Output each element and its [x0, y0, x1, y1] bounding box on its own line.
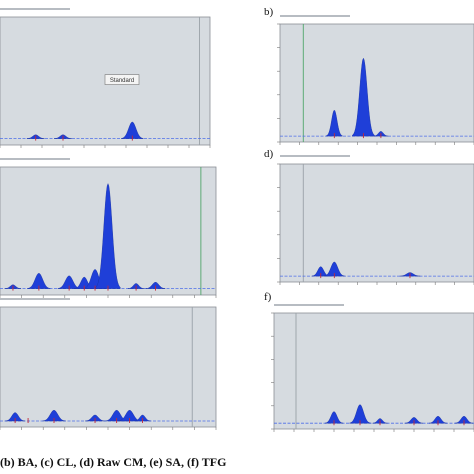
label-box-text: Standard	[110, 78, 134, 84]
standard-label-box: Standard	[104, 74, 140, 85]
chart-svg-d	[277, 155, 474, 285]
plot-area	[273, 312, 474, 430]
chart-svg-a: Standard	[0, 8, 211, 148]
chromatogram-panel-a: Standard	[0, 5, 220, 148]
figure-caption: (b) BA, (c) CL, (d) Raw CM, (e) SA, (f) …	[0, 455, 227, 469]
plot-area	[279, 23, 474, 143]
chromatogram-panel-f: f)	[262, 291, 474, 432]
peak	[454, 416, 474, 424]
chromatogram-panel-e	[0, 298, 220, 430]
chart-svg-e	[0, 298, 217, 430]
chart-svg-b	[277, 15, 474, 145]
peak	[27, 273, 51, 289]
chart-svg-f	[271, 304, 474, 432]
panel-letter-d: d)	[264, 148, 274, 160]
label-box	[104, 74, 140, 85]
peak	[324, 411, 344, 424]
peak	[121, 121, 144, 139]
peak	[42, 409, 66, 422]
panel-letter-f: f)	[264, 291, 272, 303]
chromatogram-panel-b: b)	[262, 6, 474, 145]
peak	[95, 183, 121, 289]
plot-area	[279, 163, 474, 283]
plot-area	[0, 306, 217, 428]
chromatogram-panel-c	[0, 155, 220, 298]
peak	[428, 416, 448, 424]
panel-letter-b: b)	[264, 6, 274, 18]
chromatogram-panel-d: d)	[262, 148, 474, 285]
peak	[349, 404, 371, 424]
peak	[145, 281, 166, 289]
peak	[323, 261, 345, 277]
chart-svg-c	[0, 158, 217, 298]
peak	[325, 109, 343, 137]
peak	[5, 412, 26, 422]
peak	[352, 57, 375, 137]
